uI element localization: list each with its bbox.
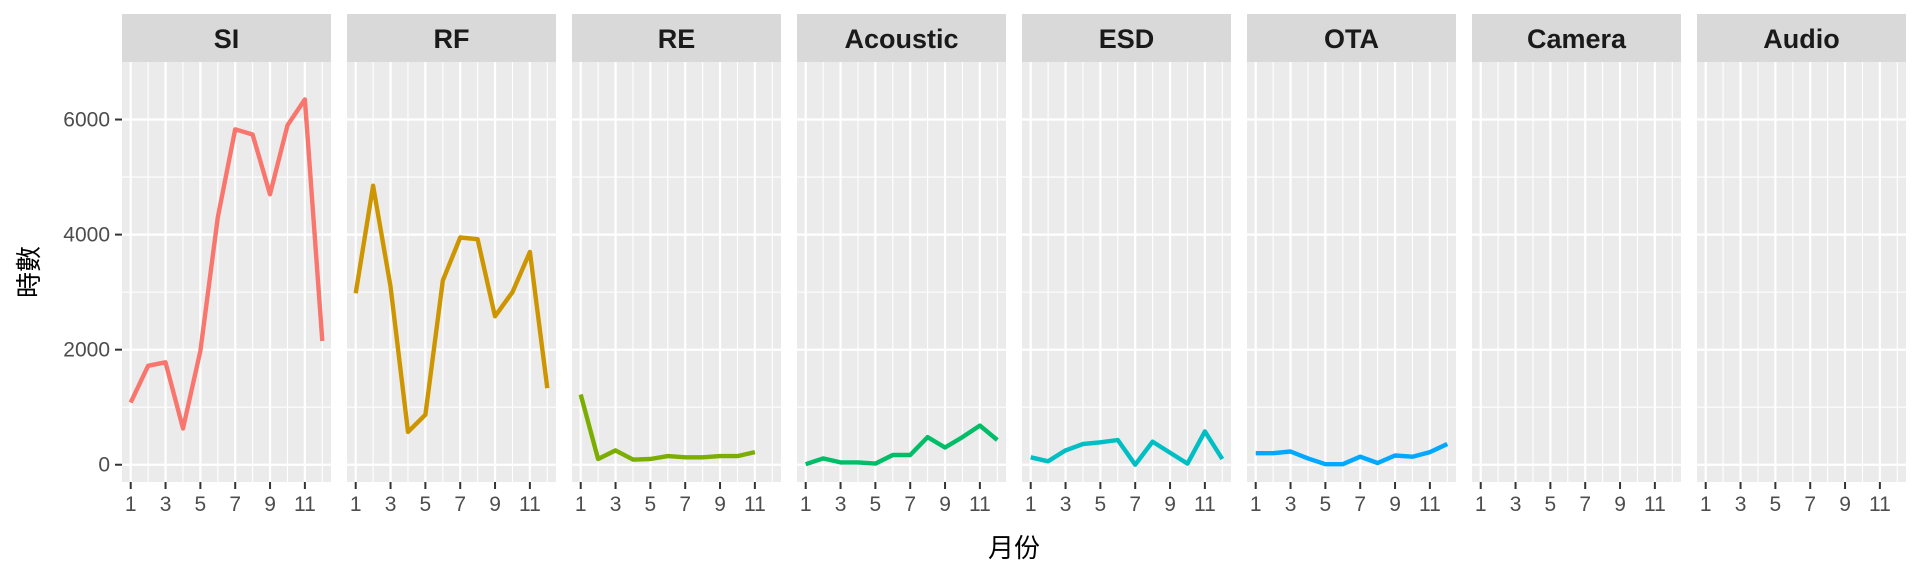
series-line-ota <box>1255 442 1449 467</box>
x-tick-label: 3 <box>160 493 172 516</box>
x-tick-label: 5 <box>1770 493 1782 516</box>
x-tick-label: 3 <box>1735 493 1747 516</box>
x-tick-label: 1 <box>800 493 812 516</box>
y-tick-label: 0 <box>98 454 110 477</box>
y-axis: 0 2000 4000 6000 <box>63 109 122 477</box>
x-tick-label: 11 <box>1869 493 1891 516</box>
y-tick-label: 2000 <box>63 339 110 362</box>
x-tick-label: 11 <box>1194 493 1216 516</box>
facet-panel-esd: ESD 1 3 5 7 9 11 <box>1022 14 1231 516</box>
facet-panel-acoustic: Acoustic 1 3 5 7 9 11 <box>797 14 1006 516</box>
x-tick-label: 1 <box>125 493 137 516</box>
panel-background <box>347 62 556 482</box>
x-tick-label: 5 <box>1095 493 1107 516</box>
facet-strip <box>347 14 556 62</box>
facet-strip-label: ESD <box>1099 24 1155 54</box>
y-axis-title: 時數 <box>15 246 45 298</box>
panel-background <box>1697 62 1906 482</box>
x-tick-label: 5 <box>195 493 207 516</box>
panel-background <box>572 62 781 482</box>
x-tick-label: 11 <box>1644 493 1666 516</box>
x-tick-label: 9 <box>264 493 276 516</box>
panel-background <box>1022 62 1231 482</box>
facet-strip-label: Camera <box>1527 24 1627 54</box>
x-tick-label: 5 <box>645 493 657 516</box>
facet-panel-si: SI 1 3 5 7 9 11 <box>122 14 331 516</box>
x-tick-label: 9 <box>1164 493 1176 516</box>
x-tick-label: 5 <box>870 493 882 516</box>
x-tick-label: 3 <box>1060 493 1072 516</box>
x-tick-label: 7 <box>1804 493 1816 516</box>
x-tick-label: 3 <box>385 493 397 516</box>
x-tick-label: 7 <box>229 493 241 516</box>
series-line-acoustic <box>805 423 999 467</box>
x-tick-label: 3 <box>835 493 847 516</box>
facet-strip-label: SI <box>214 24 240 54</box>
x-tick-label: 1 <box>1250 493 1262 516</box>
x-tick-label: 7 <box>454 493 466 516</box>
x-tick-label: 3 <box>610 493 622 516</box>
facet-strip <box>797 14 1006 62</box>
series-line-rf <box>353 183 550 435</box>
x-tick-label: 11 <box>1419 493 1441 516</box>
facet-strip-label: RE <box>658 24 696 54</box>
facet-strip <box>572 14 781 62</box>
x-tick-label: 11 <box>519 493 541 516</box>
x-tick-label: 3 <box>1510 493 1522 516</box>
x-tick-label: 9 <box>714 493 726 516</box>
x-tick-label: 1 <box>350 493 362 516</box>
x-tick-label: 1 <box>1475 493 1487 516</box>
facet-strip <box>1472 14 1681 62</box>
facet-strip-label: OTA <box>1324 24 1379 54</box>
x-tick-label: 7 <box>904 493 916 516</box>
y-tick-label: 6000 <box>63 109 110 132</box>
x-tick-label: 11 <box>744 493 766 516</box>
x-tick-label: 5 <box>420 493 432 516</box>
x-tick-label: 9 <box>939 493 951 516</box>
facet-strip-label: Acoustic <box>844 24 958 54</box>
x-tick-label: 7 <box>1129 493 1141 516</box>
series-line-re <box>578 393 756 462</box>
x-tick-label: 3 <box>1285 493 1297 516</box>
panel-background <box>122 62 331 482</box>
x-tick-label: 1 <box>575 493 587 516</box>
panel-background <box>797 62 1006 482</box>
x-axis-title: 月份 <box>988 534 1040 564</box>
facet-strip <box>1022 14 1231 62</box>
x-tick-label: 9 <box>1614 493 1626 516</box>
facet-panel-camera: Camera 1 3 5 7 9 11 <box>1472 14 1681 516</box>
facet-panel-rf: RF 1 3 5 7 9 11 <box>347 14 556 516</box>
x-tick-label: 9 <box>489 493 501 516</box>
panel-background <box>1472 62 1681 482</box>
x-tick-label: 9 <box>1839 493 1851 516</box>
facet-panel-audio: Audio 1 3 5 7 9 11 <box>1697 14 1906 516</box>
series-line-si <box>128 97 325 431</box>
facet-strip-label: Audio <box>1763 24 1839 54</box>
x-tick-label: 9 <box>1389 493 1401 516</box>
x-tick-label: 1 <box>1700 493 1712 516</box>
x-tick-label: 11 <box>969 493 991 516</box>
x-tick-label: 5 <box>1545 493 1557 516</box>
facet-strip <box>122 14 331 62</box>
x-tick-label: 7 <box>1579 493 1591 516</box>
facet-panel-ota: OTA 1 3 5 7 9 11 <box>1247 14 1456 516</box>
y-tick-label: 4000 <box>63 224 110 247</box>
x-tick-label: 11 <box>294 493 316 516</box>
facet-strip <box>1247 14 1456 62</box>
x-tick-label: 7 <box>679 493 691 516</box>
panel-background <box>1247 62 1456 482</box>
series-line-esd <box>1030 429 1225 467</box>
x-tick-label: 7 <box>1354 493 1366 516</box>
facet-panel-re: RE 1 3 5 7 9 11 <box>572 14 781 516</box>
x-tick-label: 1 <box>1025 493 1037 516</box>
facet-strip-label: RF <box>434 24 470 54</box>
facet-strip <box>1697 14 1906 62</box>
x-tick-label: 5 <box>1320 493 1332 516</box>
